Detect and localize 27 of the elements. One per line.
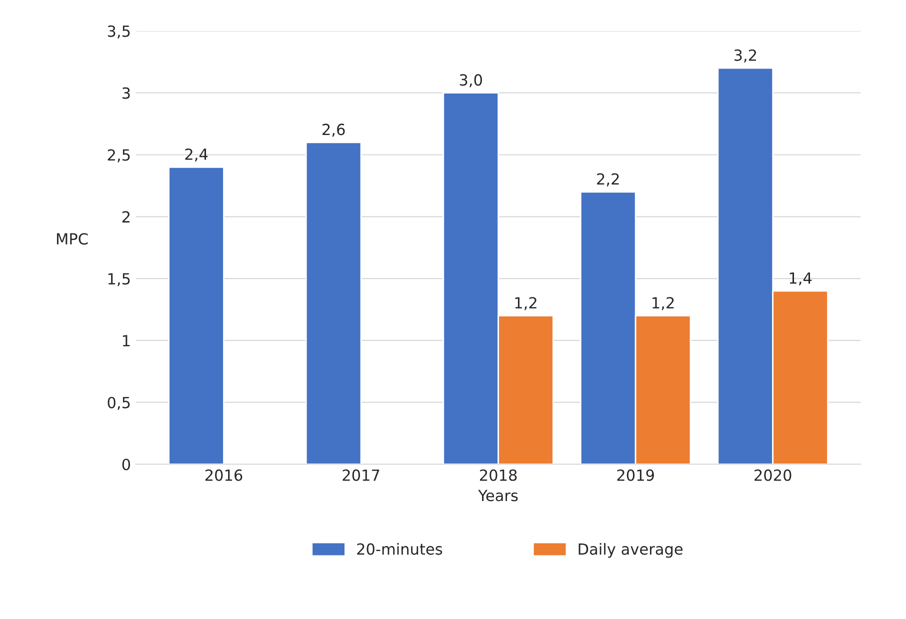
y-tick-label: 1,5 <box>108 273 130 286</box>
x-tick-label: 2020 <box>754 469 792 481</box>
y-tick-label: 3,5 <box>108 25 130 39</box>
x-axis-title: Years <box>478 490 518 502</box>
y-tick-label: 2 <box>122 211 130 222</box>
x-tick-label: 2017 <box>342 469 380 481</box>
data-label: 1,4 <box>790 272 812 286</box>
y-tick-label: 1 <box>122 335 130 346</box>
y-tick-label: 3 <box>122 87 130 99</box>
data-label: 3,0 <box>460 74 482 88</box>
data-label: 2,4 <box>185 148 208 162</box>
y-axis-title: MPC <box>56 233 88 245</box>
x-tick-label: 2016 <box>205 469 242 481</box>
bar <box>305 142 362 464</box>
data-label: 3,2 <box>734 49 756 63</box>
y-tick-label: 0 <box>122 458 130 470</box>
legend-label: Daily average <box>578 542 683 558</box>
x-tick-label: 2018 <box>480 469 517 481</box>
x-tick-label: 2019 <box>617 469 654 481</box>
data-label: 2,6 <box>322 124 345 137</box>
y-tick-label: 0,5 <box>108 396 130 410</box>
y-tick-label: 2,5 <box>108 149 130 162</box>
data-label: 1,2 <box>652 297 674 310</box>
data-label: 1,2 <box>515 297 536 310</box>
data-label: 2,2 <box>597 173 619 186</box>
bar <box>168 166 224 464</box>
legend-label: 20-minutes <box>357 542 442 555</box>
